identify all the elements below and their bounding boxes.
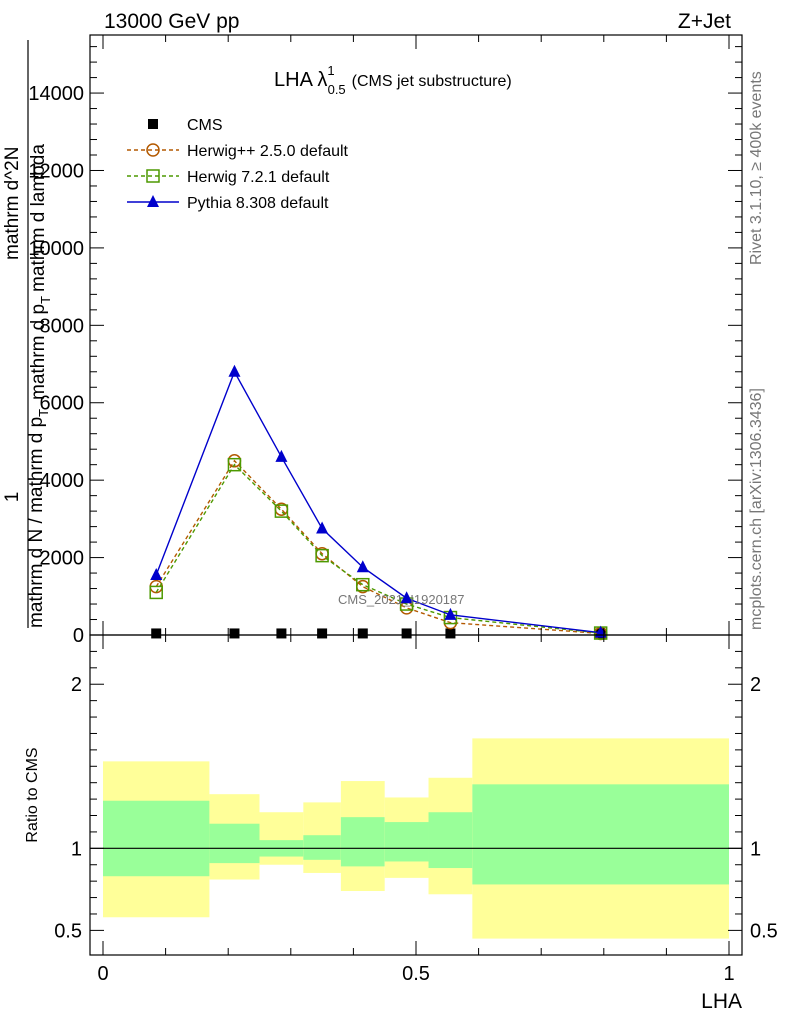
ratio-x-tick-label: 0.5 xyxy=(402,963,430,985)
legend-label: Herwig++ 2.5.0 default xyxy=(187,143,349,160)
ratio-y-tick-label-right: 0.5 xyxy=(750,920,778,942)
herwigpp-point xyxy=(146,143,160,157)
ratio-y-tick-label-right: 2 xyxy=(750,674,761,696)
ratio-x-tick-label: 0 xyxy=(97,963,108,985)
chart-title: LHA λ1 0.5 (CMS jet substructure) xyxy=(274,63,512,97)
title-rest: (CMS jet substructure) xyxy=(352,73,512,90)
legend-label: Herwig 7.2.1 default xyxy=(187,169,330,186)
ratio-panel: 0.5 0.51 12 2 0 0.5 1 Ratio to CMS LHA xyxy=(24,634,778,1013)
main-y-tick-label: 8000 xyxy=(40,315,85,337)
ylabel-inner-sub: T xyxy=(38,296,53,304)
main-y-axis: 0 2000 4000 6000 8000 10000 12000 14000 xyxy=(28,46,742,647)
ylabel-denominator: mathrm d N / mathrm d pT xyxy=(26,409,51,628)
ylabel-one: 1 xyxy=(2,492,23,503)
ylabel-numerator: mathrm d^2N xyxy=(2,147,23,260)
ylabel-den-sub: T xyxy=(36,409,51,417)
ratio-y-tick-label: 1 xyxy=(71,838,82,860)
herwig7-point xyxy=(227,457,242,472)
ratio-inner-band xyxy=(384,822,429,862)
header-right: Z+Jet xyxy=(678,10,731,33)
main-y-label: 1 mathrm d N / mathrm d pT mathrm d^2N m… xyxy=(2,40,53,628)
ratio-inner-band xyxy=(340,817,385,867)
main-y-tick-label: 14000 xyxy=(28,83,84,105)
watermark: CMS_2021_I1920187 xyxy=(338,592,465,607)
ratio-inner-band xyxy=(303,835,341,860)
herwigpp-series-line xyxy=(155,459,601,635)
pythia-series-line xyxy=(155,370,601,634)
ratio-x-axis: 0 0.5 1 xyxy=(97,635,735,985)
ratio-outer-band xyxy=(259,812,304,865)
rivet-label: Rivet 3.1.10, ≥ 400k events xyxy=(748,71,765,265)
ratio-inner-band xyxy=(472,784,729,885)
cms-data-point xyxy=(357,628,368,639)
main-x-ticks xyxy=(102,35,730,635)
ratio-inner-band xyxy=(103,800,210,877)
herwig7-point xyxy=(356,577,370,592)
ratio-y-tick-label: 0.5 xyxy=(54,920,82,942)
ylabel-inner-denominator: mathrm d pTmathrm d lambda xyxy=(28,144,53,400)
cms-data-point xyxy=(401,628,412,639)
legend-label: CMS xyxy=(187,117,223,134)
herwig7-point xyxy=(274,504,289,518)
ratio-bands xyxy=(103,738,729,939)
pythia-point xyxy=(400,591,413,604)
main-y-tick-label: 10000 xyxy=(28,238,84,260)
ylabel-den-main: mathrm d N / mathrm d p xyxy=(26,417,47,628)
ratio-y-axis: 0.5 0.5 1 1 2 2 xyxy=(54,650,778,942)
cms-data-point xyxy=(148,119,158,129)
cms-data-point xyxy=(317,628,328,639)
x-axis-label: LHA xyxy=(701,990,742,1013)
legend-label: Pythia 8.308 default xyxy=(187,195,329,212)
title-sub: 0.5 xyxy=(328,82,346,97)
pythia-point xyxy=(275,449,288,462)
cms-data-point xyxy=(445,628,456,639)
ylabel-inner-lambda: mathrm d lambda xyxy=(28,144,49,292)
legend: CMS Herwig++ 2.5.0 default Herwig 7.2.1 de… xyxy=(127,117,349,212)
herwig7-point xyxy=(149,585,163,600)
ylabel-inner-main: mathrm d p xyxy=(28,304,49,400)
cms-data-point xyxy=(276,628,287,639)
ratio-y-label: Ratio to CMS xyxy=(24,747,41,842)
ratio-y-tick-label-right: 1 xyxy=(750,838,761,860)
mcplots-label: mcplots.cern.ch [arXiv:1306.3436] xyxy=(748,388,765,630)
ratio-inner-band xyxy=(209,823,260,864)
ratio-y-tick-label: 2 xyxy=(71,674,82,696)
title-sup: 1 xyxy=(327,63,334,78)
main-y-tick-label: 12000 xyxy=(28,160,84,182)
pythia-point xyxy=(147,195,159,207)
title-main: LHA λ xyxy=(274,69,327,91)
main-y-tick-label: 4000 xyxy=(40,470,85,492)
main-marks xyxy=(149,364,608,641)
ratio-inner-band xyxy=(428,812,473,869)
cms-data-point xyxy=(229,628,240,639)
herwig7-point xyxy=(315,548,329,563)
pythia-point xyxy=(150,568,163,580)
ratio-x-tick-label: 1 xyxy=(723,963,734,985)
pythia-point xyxy=(356,560,369,573)
herwig7-series-line xyxy=(155,463,601,634)
main-y-tick-label: 2000 xyxy=(40,548,85,570)
cms-data-point xyxy=(151,628,162,639)
herwig7-point xyxy=(146,169,160,183)
pythia-point xyxy=(228,364,241,377)
pythia-point xyxy=(444,607,457,620)
main-y-tick-label: 6000 xyxy=(40,393,85,415)
pythia-point xyxy=(316,521,329,534)
header-left: 13000 GeV pp xyxy=(104,10,239,33)
main-y-tick-label: 0 xyxy=(73,625,84,647)
